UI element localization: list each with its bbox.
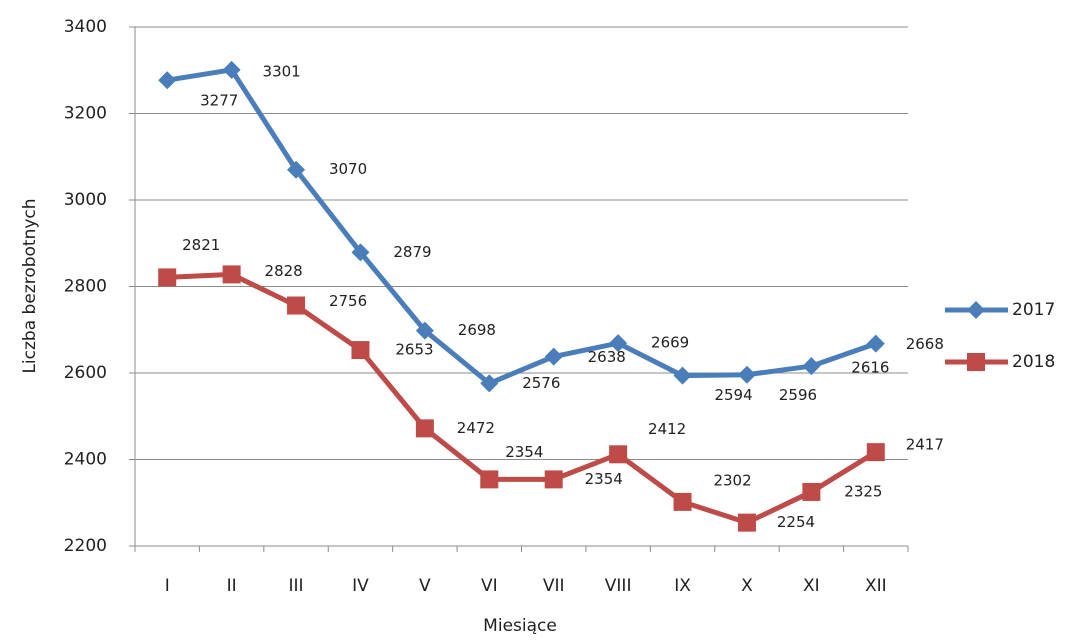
- x-tick-label: VIII: [605, 576, 632, 596]
- data-label: 2756: [329, 292, 367, 310]
- data-label: 2354: [585, 470, 623, 488]
- x-tick-label: VII: [543, 576, 565, 596]
- data-label: 2653: [395, 341, 433, 359]
- data-label: 2472: [457, 419, 495, 437]
- y-tick-label: 3000: [64, 190, 107, 210]
- point-marker: [673, 366, 692, 385]
- point-marker: [967, 301, 985, 319]
- y-tick-label: 3200: [64, 104, 107, 124]
- data-label: 2879: [393, 243, 431, 261]
- data-label: 2669: [651, 334, 689, 352]
- data-label: 2616: [851, 359, 889, 377]
- point-marker: [802, 357, 821, 376]
- point-marker: [415, 321, 434, 340]
- point-marker: [866, 443, 885, 462]
- point-marker: [802, 482, 821, 501]
- point-marker: [287, 160, 306, 179]
- x-tick-label: X: [741, 576, 753, 596]
- point-marker: [351, 243, 370, 262]
- data-label: 3301: [263, 62, 301, 80]
- point-marker: [222, 60, 241, 79]
- legend-label: 2018: [1012, 352, 1055, 372]
- data-label: 2254: [777, 513, 815, 531]
- data-label: 2668: [906, 335, 944, 353]
- x-tick-label: I: [165, 576, 170, 596]
- x-tick-label: III: [289, 576, 304, 596]
- data-label: 2594: [714, 386, 752, 404]
- data-label: 2417: [906, 436, 944, 454]
- point-marker: [737, 513, 756, 532]
- point-marker: [967, 353, 985, 371]
- data-label: 3070: [329, 160, 367, 178]
- y-tick-label: 2200: [64, 536, 107, 556]
- point-marker: [609, 445, 628, 464]
- series-line: [167, 271, 878, 526]
- y-axis-label: Liczba bezrobotnych: [20, 198, 40, 373]
- data-label: 2354: [505, 443, 543, 461]
- data-label: 2638: [588, 348, 626, 366]
- point-marker: [222, 265, 241, 284]
- x-tick-label: IX: [674, 576, 691, 596]
- y-tick-label: 3400: [64, 17, 107, 37]
- data-label: 2325: [844, 482, 882, 500]
- data-label: 3277: [200, 92, 238, 110]
- x-tick-label: XII: [865, 576, 887, 596]
- y-tick-label: 2400: [64, 450, 107, 470]
- legend-label: 2017: [1012, 300, 1055, 320]
- data-label: 2576: [522, 374, 560, 392]
- point-marker: [544, 470, 563, 489]
- point-marker: [480, 470, 499, 489]
- x-tick-label: XI: [803, 576, 820, 596]
- point-marker: [673, 492, 692, 511]
- x-tick-label: V: [419, 576, 431, 596]
- data-label: 2596: [779, 386, 817, 404]
- y-tick-label: 2600: [64, 363, 107, 383]
- x-axis-label: Miesiące: [483, 616, 557, 636]
- point-marker: [866, 334, 885, 353]
- point-marker: [737, 365, 756, 384]
- point-marker: [480, 374, 499, 393]
- x-tick-label: II: [227, 576, 237, 596]
- data-label: 2302: [713, 471, 751, 489]
- y-tick-label: 2800: [64, 277, 107, 297]
- point-marker: [287, 296, 306, 315]
- point-marker: [609, 334, 628, 353]
- point-marker: [351, 341, 370, 360]
- data-label: 2828: [265, 262, 303, 280]
- data-label: 2698: [458, 321, 496, 339]
- point-marker: [158, 71, 177, 90]
- point-marker: [544, 347, 563, 366]
- point-marker: [158, 268, 177, 287]
- x-tick-label: VI: [481, 576, 498, 596]
- point-marker: [415, 419, 434, 438]
- x-tick-label: IV: [352, 576, 369, 596]
- data-label: 2412: [648, 420, 686, 438]
- data-label: 2821: [182, 236, 220, 254]
- series-line: [166, 67, 877, 386]
